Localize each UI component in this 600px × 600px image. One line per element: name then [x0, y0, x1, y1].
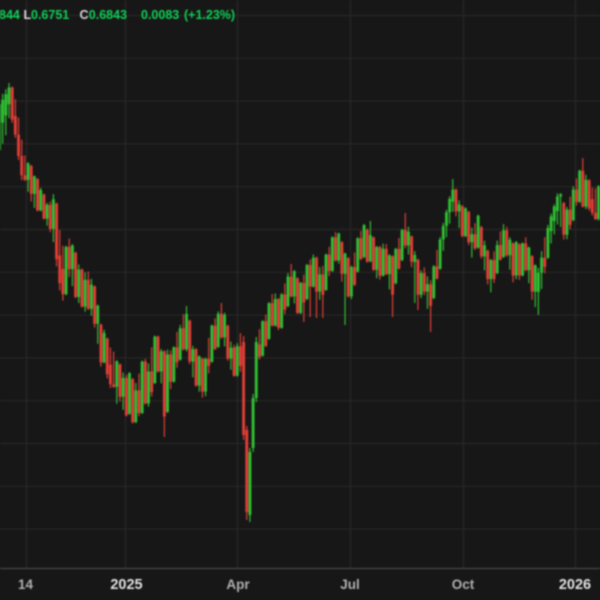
svg-text:Jul: Jul: [340, 577, 360, 592]
svg-text:2025: 2025: [110, 577, 142, 593]
svg-text:Apr: Apr: [226, 577, 250, 592]
svg-text:14: 14: [18, 577, 34, 592]
svg-text:Oct: Oct: [452, 577, 475, 592]
svg-text:2026: 2026: [559, 577, 591, 593]
